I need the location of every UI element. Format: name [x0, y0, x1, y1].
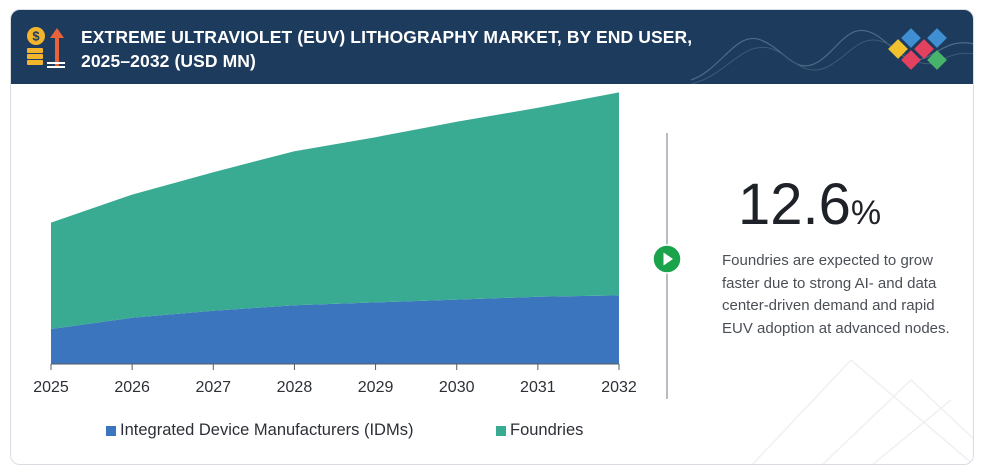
- x-tick-label: 2026: [114, 379, 150, 396]
- legend-label-idm: Integrated Device Manufacturers (IDMs): [120, 421, 414, 439]
- area-layer: [51, 92, 619, 364]
- cagr-stat: 12.6%: [738, 170, 881, 248]
- legend-swatch-foundries: [496, 425, 506, 436]
- cagr-value: 12.6: [738, 172, 851, 237]
- money-growth-icon: $: [27, 27, 65, 68]
- cagr-unit: %: [850, 194, 882, 232]
- chart-title: EXTREME ULTRAVIOLET (EUV) LITHOGRAPHY MA…: [81, 25, 692, 73]
- background-decoration: [751, 358, 973, 464]
- legend-item-foundries: Foundries: [496, 421, 583, 440]
- x-tick-label: 2029: [358, 379, 394, 396]
- play-arrow-icon: [652, 244, 682, 274]
- title-line-1: EXTREME ULTRAVIOLET (EUV) LITHOGRAPHY MA…: [81, 27, 693, 47]
- svg-text:$: $: [32, 29, 40, 44]
- legend-item-idm: Integrated Device Manufacturers (IDMs): [106, 421, 413, 440]
- area-series-idm: [51, 295, 619, 364]
- x-tick-label: 2031: [520, 379, 556, 396]
- x-tick-label: 2025: [33, 379, 69, 396]
- x-tick-label: 2032: [601, 379, 637, 396]
- callout-description: Foundries are expected to grow faster du…: [722, 252, 950, 337]
- x-axis-ticks: 2025 2026 2027 2028 2029 2030 2031 2032: [33, 364, 637, 396]
- header-bar: $ EXTREME ULTRAVIOLET (EUV) LITHOGRAPHY …: [11, 10, 973, 84]
- area-series-foundries: [51, 92, 619, 330]
- legend-swatch-idm: [106, 425, 116, 436]
- diamond-tiles-logo-icon: [888, 28, 947, 70]
- x-tick-label: 2028: [277, 379, 313, 396]
- x-tick-label: 2027: [195, 379, 231, 396]
- legend-label-foundries: Foundries: [510, 421, 584, 439]
- x-tick-label: 2030: [439, 379, 475, 396]
- title-line-2: 2025–2032 (USD MN): [81, 51, 256, 71]
